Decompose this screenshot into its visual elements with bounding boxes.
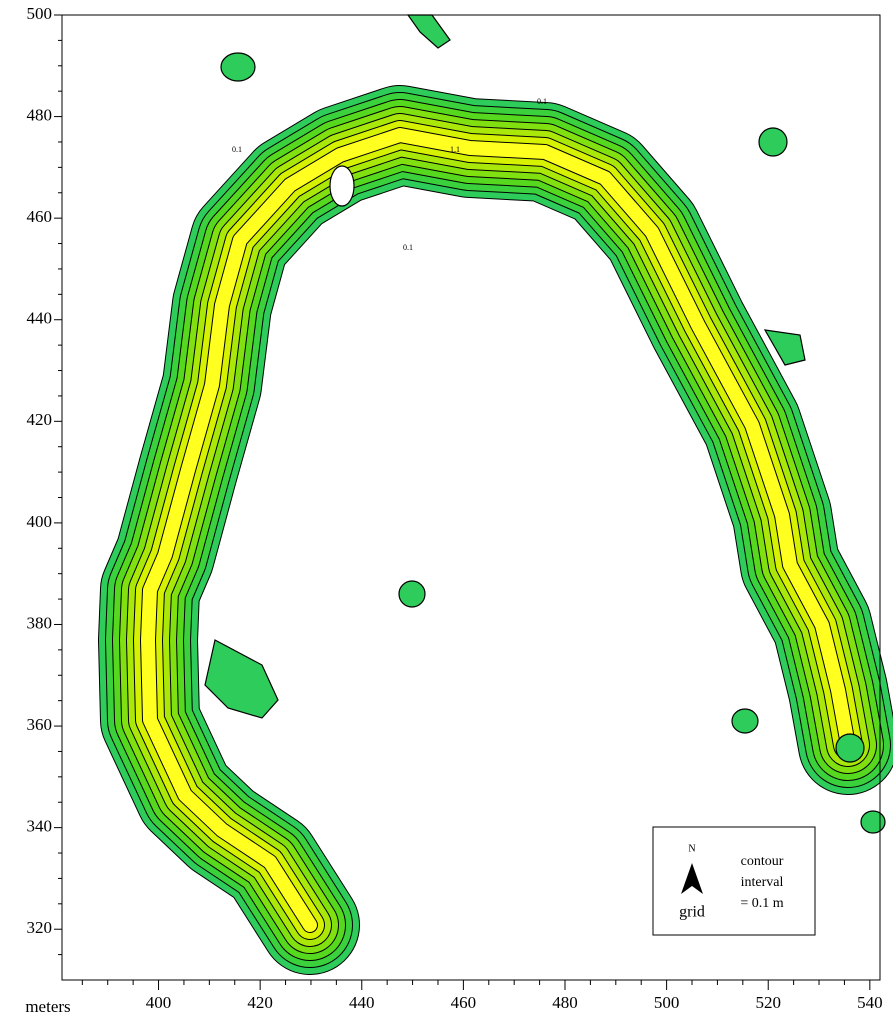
chart: 1.1 0.1 0.1 0.1 N grid contour interval …	[0, 0, 893, 1023]
grid-label: grid	[679, 904, 705, 921]
x-tick-label: 520	[755, 993, 781, 1012]
x-tick-label: 420	[247, 993, 273, 1012]
x-tick-label: 400	[146, 993, 172, 1012]
x-tick-label: 500	[654, 993, 680, 1012]
y-tick-label: 360	[27, 715, 53, 734]
contour-label: 1.1	[450, 145, 460, 154]
legend-box	[653, 827, 815, 935]
y-tick-label: 320	[27, 918, 53, 937]
contour-label: 0.1	[403, 243, 413, 252]
x-tick-label: 460	[451, 993, 477, 1012]
legend-line: contour	[741, 854, 784, 869]
y-tick-label: 440	[27, 309, 53, 328]
y-tick-label: 420	[27, 410, 53, 429]
legend-line: = 0.1 m	[740, 896, 783, 911]
north-label: N	[688, 843, 695, 854]
y-tick-label: 480	[27, 105, 53, 124]
x-tick-label: 480	[552, 993, 578, 1012]
y-tick-label: 340	[27, 817, 53, 836]
y-tick-label: 500	[27, 4, 53, 23]
legend: N grid contour interval = 0.1 m	[653, 827, 815, 935]
x-axis-label: meters	[25, 997, 70, 1016]
contour-label: 0.1	[232, 145, 242, 154]
y-tick-label: 380	[27, 613, 53, 632]
contour-label: 0.1	[537, 97, 547, 106]
legend-line: interval	[741, 875, 784, 890]
y-tick-label: 460	[27, 207, 53, 226]
x-tick-label: 540	[857, 993, 883, 1012]
x-tick-label: 440	[349, 993, 375, 1012]
y-tick-label: 400	[27, 512, 53, 531]
